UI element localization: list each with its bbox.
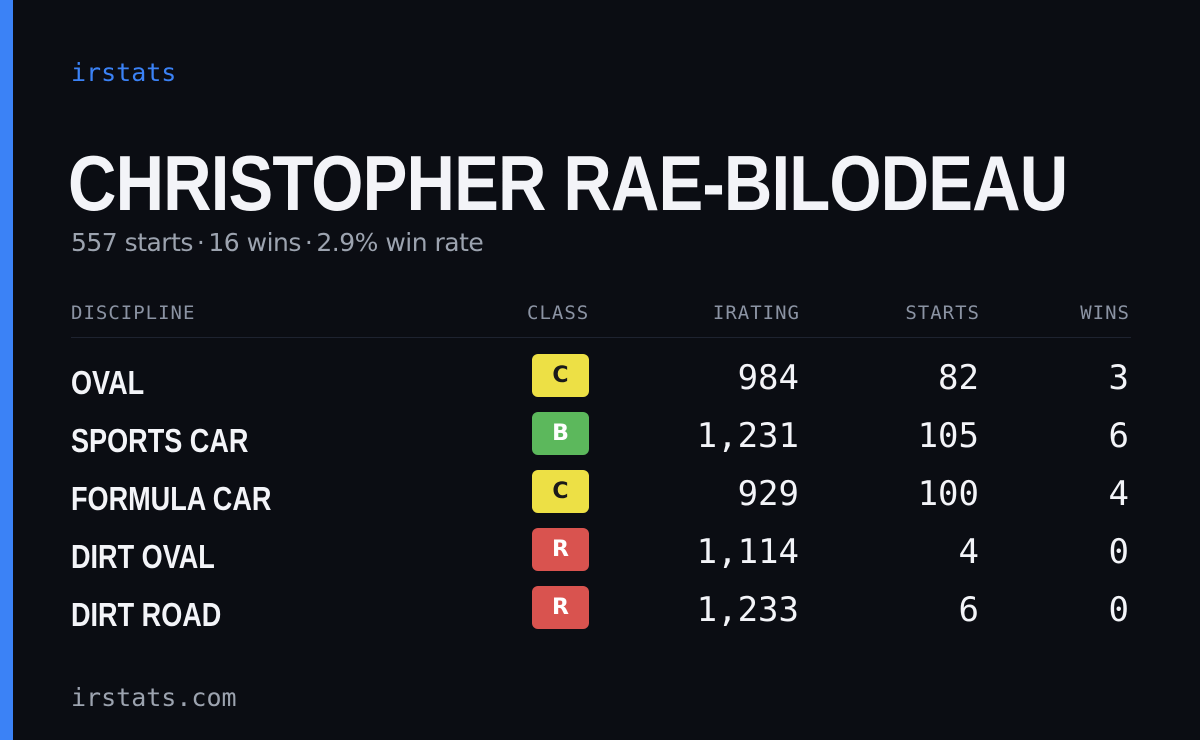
irating-value: 1,114 xyxy=(696,532,799,572)
starts-value: 6 xyxy=(958,590,979,630)
summary-starts: 557 starts xyxy=(71,228,193,257)
summary-separator: · xyxy=(196,228,205,257)
class-badge: R xyxy=(532,528,589,571)
brand-logo: irstats xyxy=(71,58,177,87)
table-row: DIRT OVAL R 1,114 4 0 xyxy=(71,528,1131,586)
discipline-name: OVAL xyxy=(71,364,145,401)
starts-value: 105 xyxy=(917,416,979,456)
summary-win-rate: 2.9% win rate xyxy=(316,228,484,257)
summary-separator: · xyxy=(304,228,313,257)
header-divider xyxy=(71,337,1131,338)
wins-value: 4 xyxy=(1108,474,1129,514)
wins-value: 3 xyxy=(1108,358,1129,398)
table-row: SPORTS CAR B 1,231 105 6 xyxy=(71,412,1131,470)
table-row: DIRT ROAD R 1,233 6 0 xyxy=(71,586,1131,644)
table-row: OVAL C 984 82 3 xyxy=(71,354,1131,412)
summary-wins: 16 wins xyxy=(208,228,301,257)
class-badge: B xyxy=(532,412,589,455)
driver-name: CHRISTOPHER RAE-BILODEAU xyxy=(68,139,1068,227)
irating-value: 1,231 xyxy=(696,416,799,456)
discipline-table: OVAL C 984 82 3 SPORTS CAR B 1,231 105 6… xyxy=(71,354,1131,644)
class-badge: C xyxy=(532,470,589,513)
class-badge: C xyxy=(532,354,589,397)
header-starts: STARTS xyxy=(905,302,980,324)
irating-value: 984 xyxy=(737,358,799,398)
wins-value: 0 xyxy=(1108,532,1129,572)
starts-value: 82 xyxy=(938,358,979,398)
wins-value: 6 xyxy=(1108,416,1129,456)
discipline-name: DIRT ROAD xyxy=(71,596,222,633)
class-badge: R xyxy=(532,586,589,629)
header-wins: WINS xyxy=(1080,302,1130,324)
driver-summary: 557 starts · 16 wins · 2.9% win rate xyxy=(71,228,484,257)
table-row: FORMULA CAR C 929 100 4 xyxy=(71,470,1131,528)
header-discipline: DISCIPLINE xyxy=(71,302,196,324)
wins-value: 0 xyxy=(1108,590,1129,630)
footer-url[interactable]: irstats.com xyxy=(71,683,237,712)
accent-bar xyxy=(0,0,13,740)
discipline-name: FORMULA CAR xyxy=(71,480,272,517)
header-class: CLASS xyxy=(527,302,590,324)
starts-value: 100 xyxy=(917,474,979,514)
discipline-name: DIRT OVAL xyxy=(71,538,215,575)
table-header: DISCIPLINE CLASS IRATING STARTS WINS xyxy=(71,302,1131,326)
irating-value: 929 xyxy=(737,474,799,514)
irating-value: 1,233 xyxy=(696,590,799,630)
starts-value: 4 xyxy=(958,532,979,572)
discipline-name: SPORTS CAR xyxy=(71,422,249,459)
header-irating: IRATING xyxy=(712,302,800,324)
